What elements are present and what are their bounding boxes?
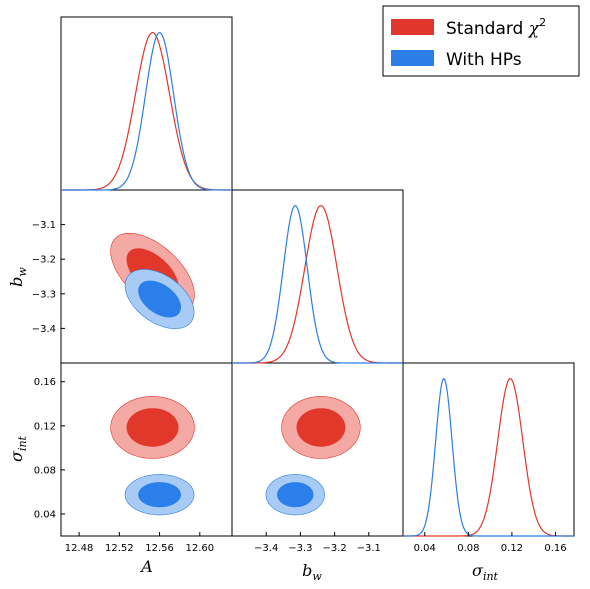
x-tick-label-A-3: 12.60 bbox=[185, 543, 214, 554]
marginal-sigma-standard bbox=[403, 378, 574, 537]
y-tick-label-bw-0: −3.4 bbox=[32, 324, 56, 335]
x-tick-label-sigma-1: 0.08 bbox=[457, 543, 479, 554]
marginal-A-standard bbox=[61, 31, 232, 191]
contour-inner-A-bw-hps bbox=[138, 280, 181, 318]
y-tick-label-bw-1: −3.3 bbox=[32, 289, 56, 300]
marginal-sigma-hps bbox=[403, 377, 574, 537]
x-tick-label-A-0: 12.48 bbox=[65, 543, 94, 554]
x-tick-label-sigma-0: 0.04 bbox=[414, 543, 436, 554]
y-tick-label-bw-3: −3.1 bbox=[32, 220, 56, 231]
x-tick-label-sigma-2: 0.12 bbox=[501, 543, 523, 554]
y-tick-label-sigma-1: 0.08 bbox=[34, 465, 56, 476]
x-axis-label-bw: bw bbox=[302, 561, 322, 583]
x-tick-label-bw-0: −3.4 bbox=[254, 543, 278, 554]
legend-swatch-hps bbox=[391, 50, 434, 66]
legend-label-standard: Standard χ2 bbox=[446, 16, 546, 39]
y-tick-label-bw-2: −3.2 bbox=[32, 255, 56, 266]
y-tick-label-sigma-3: 0.16 bbox=[34, 377, 56, 388]
x-axis-label-A: A bbox=[139, 557, 153, 576]
legend-swatch-standard bbox=[391, 19, 434, 35]
x-tick-label-A-2: 12.56 bbox=[145, 543, 174, 554]
x-tick-label-sigma-3: 0.16 bbox=[544, 543, 566, 554]
contour-inner-A-sigma-hps bbox=[138, 482, 181, 508]
y-axis-label-bw: bw bbox=[7, 267, 29, 287]
y-tick-label-sigma-2: 0.12 bbox=[34, 421, 56, 432]
x-tick-label-bw-2: −3.2 bbox=[322, 543, 346, 554]
y-tick-label-sigma-0: 0.04 bbox=[34, 509, 56, 520]
x-tick-label-A-1: 12.52 bbox=[105, 543, 134, 554]
legend: Standard χ2 With HPs bbox=[382, 5, 580, 77]
marginal-bw-standard bbox=[232, 204, 403, 364]
x-tick-label-bw-3: −3.1 bbox=[357, 543, 381, 554]
y-axis-label-sigma: σint bbox=[7, 435, 29, 462]
contour-inner-bw-sigma-standard bbox=[296, 408, 346, 447]
x-tick-label-bw-1: −3.3 bbox=[288, 543, 312, 554]
marginal-bw-hps bbox=[232, 204, 403, 364]
x-axis-label-sigma: σint bbox=[472, 561, 499, 583]
legend-label-hps: With HPs bbox=[446, 50, 522, 70]
marginal-A-hps bbox=[61, 31, 232, 191]
contour-inner-A-sigma-standard bbox=[126, 408, 179, 447]
contour-inner-bw-sigma-hps bbox=[277, 482, 314, 508]
